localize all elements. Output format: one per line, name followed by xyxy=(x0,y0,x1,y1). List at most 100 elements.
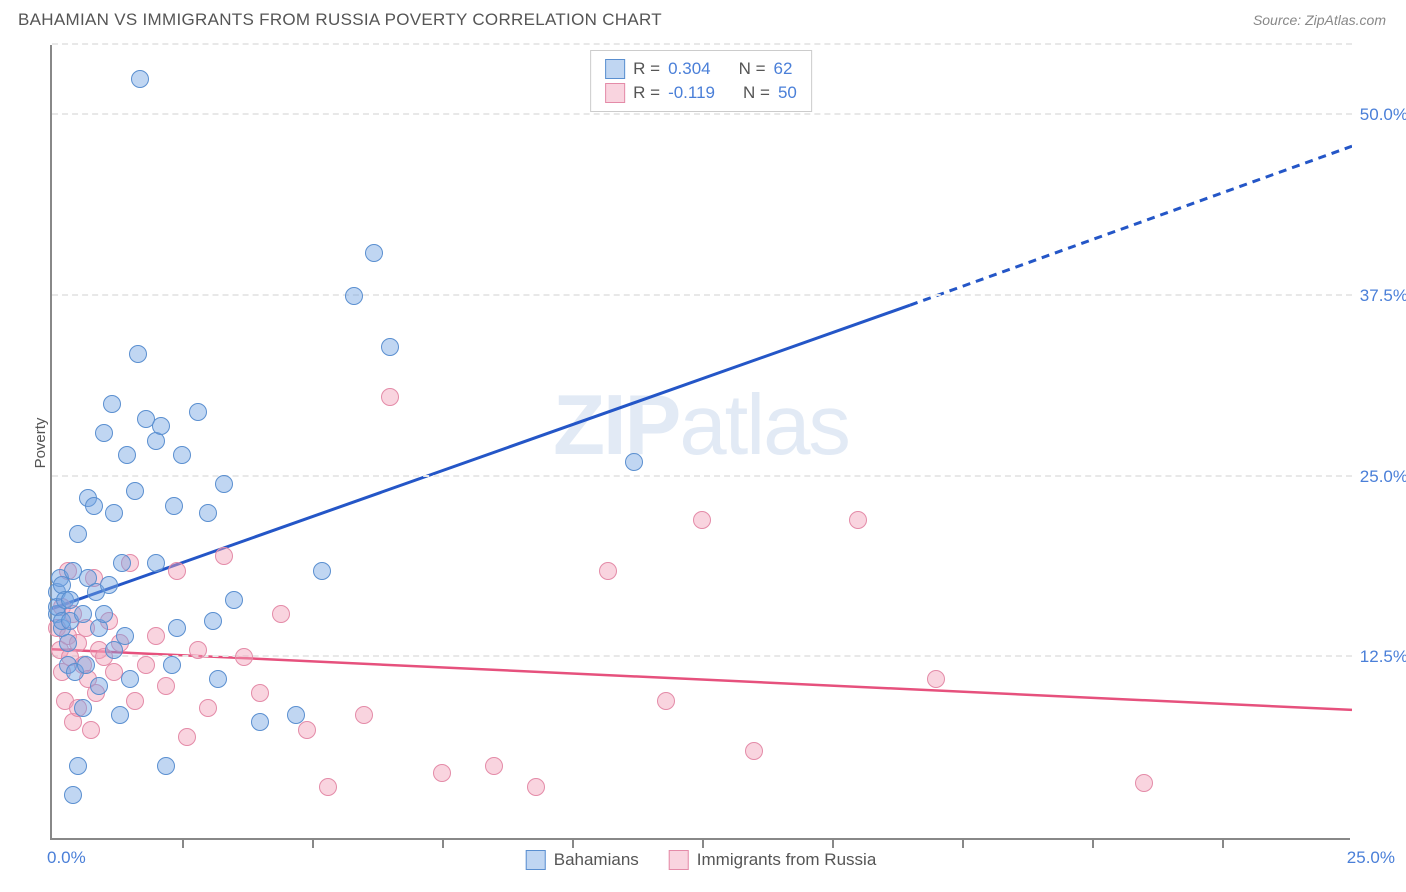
data-point xyxy=(199,504,217,522)
y-tick-label: 12.5% xyxy=(1360,647,1406,667)
data-point xyxy=(287,706,305,724)
data-point xyxy=(118,446,136,464)
data-point xyxy=(77,656,95,674)
n-label: N = xyxy=(739,59,766,79)
data-point xyxy=(485,757,503,775)
x-tick xyxy=(1222,838,1224,848)
data-point xyxy=(111,706,129,724)
data-point xyxy=(90,677,108,695)
legend-item: Bahamians xyxy=(526,850,639,870)
r-value: -0.119 xyxy=(668,83,715,103)
legend-swatch xyxy=(605,83,625,103)
data-point xyxy=(147,554,165,572)
data-point xyxy=(849,511,867,529)
data-point xyxy=(657,692,675,710)
watermark-rest: atlas xyxy=(679,378,849,473)
data-point xyxy=(927,670,945,688)
x-tick xyxy=(312,838,314,848)
x-tick xyxy=(702,838,704,848)
y-tick-label: 50.0% xyxy=(1360,105,1406,125)
x-tick xyxy=(1092,838,1094,848)
r-label: R = xyxy=(633,83,660,103)
data-point xyxy=(163,656,181,674)
data-point xyxy=(113,554,131,572)
data-point xyxy=(168,562,186,580)
data-point xyxy=(204,612,222,630)
data-point xyxy=(693,511,711,529)
data-point xyxy=(157,757,175,775)
series-legend: Bahamians Immigrants from Russia xyxy=(526,850,877,870)
data-point xyxy=(215,475,233,493)
x-axis-label-max: 25.0% xyxy=(1347,848,1395,868)
data-point xyxy=(126,482,144,500)
data-point xyxy=(189,641,207,659)
x-tick xyxy=(572,838,574,848)
data-point xyxy=(105,504,123,522)
data-point xyxy=(165,497,183,515)
data-point xyxy=(625,453,643,471)
data-point xyxy=(251,713,269,731)
data-point xyxy=(599,562,617,580)
data-point xyxy=(365,244,383,262)
data-point xyxy=(298,721,316,739)
data-point xyxy=(69,525,87,543)
data-point xyxy=(178,728,196,746)
watermark-bold: ZIP xyxy=(553,378,679,473)
data-point xyxy=(74,699,92,717)
plot-area: ZIPatlas R =0.304N =62R =-0.119N =50 0.0… xyxy=(50,45,1350,840)
data-point xyxy=(355,706,373,724)
r-value: 0.304 xyxy=(668,59,711,79)
y-axis-label: Poverty xyxy=(32,417,49,468)
gridline xyxy=(52,113,1352,115)
y-tick-label: 37.5% xyxy=(1360,286,1406,306)
watermark: ZIPatlas xyxy=(553,377,849,475)
data-point xyxy=(126,692,144,710)
data-point xyxy=(215,547,233,565)
gridline xyxy=(52,43,1352,45)
data-point xyxy=(345,287,363,305)
stats-legend-row: R =-0.119N =50 xyxy=(605,81,797,105)
data-point xyxy=(95,605,113,623)
data-point xyxy=(116,627,134,645)
data-point xyxy=(199,699,217,717)
data-point xyxy=(157,677,175,695)
x-tick xyxy=(182,838,184,848)
x-tick xyxy=(962,838,964,848)
x-tick xyxy=(442,838,444,848)
data-point xyxy=(1135,774,1153,792)
data-point xyxy=(745,742,763,760)
data-point xyxy=(313,562,331,580)
gridline xyxy=(52,294,1352,296)
legend-label: Immigrants from Russia xyxy=(697,850,876,870)
data-point xyxy=(64,786,82,804)
data-point xyxy=(381,388,399,406)
stats-legend: R =0.304N =62R =-0.119N =50 xyxy=(590,50,812,112)
data-point xyxy=(381,338,399,356)
data-point xyxy=(152,417,170,435)
n-label: N = xyxy=(743,83,770,103)
data-point xyxy=(225,591,243,609)
legend-swatch xyxy=(669,850,689,870)
chart-title: BAHAMIAN VS IMMIGRANTS FROM RUSSIA POVER… xyxy=(18,10,662,30)
x-tick xyxy=(832,838,834,848)
data-point xyxy=(74,605,92,623)
legend-swatch xyxy=(526,850,546,870)
data-point xyxy=(173,446,191,464)
r-label: R = xyxy=(633,59,660,79)
data-point xyxy=(82,721,100,739)
legend-label: Bahamians xyxy=(554,850,639,870)
data-point xyxy=(168,619,186,637)
trendlines xyxy=(52,45,1352,840)
data-point xyxy=(272,605,290,623)
gridline xyxy=(52,475,1352,477)
data-point xyxy=(527,778,545,796)
data-point xyxy=(189,403,207,421)
source-label: Source: ZipAtlas.com xyxy=(1253,12,1386,28)
data-point xyxy=(433,764,451,782)
n-value: 62 xyxy=(774,59,793,79)
data-point xyxy=(251,684,269,702)
data-point xyxy=(69,757,87,775)
data-point xyxy=(131,70,149,88)
data-point xyxy=(85,497,103,515)
data-point xyxy=(95,424,113,442)
